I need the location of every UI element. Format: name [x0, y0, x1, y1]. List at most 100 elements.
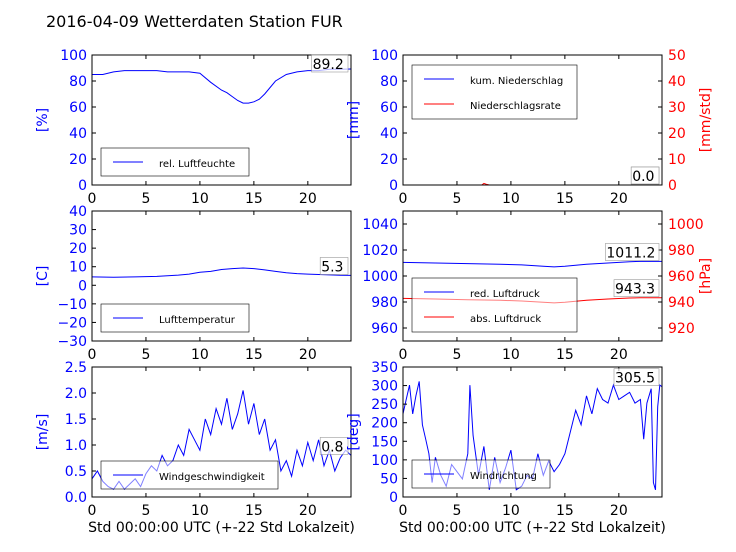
y-axis-label: [%]: [35, 108, 51, 132]
legend-label: Niederschlagsrate: [470, 101, 561, 112]
y-tick-label: 1020: [362, 243, 398, 259]
x-tick-label: 10: [191, 191, 209, 207]
x-tick-label: 0: [88, 191, 97, 207]
x-tick-label: 0: [399, 347, 408, 363]
y-tick-label: 100: [371, 48, 398, 64]
y-tick-label: 0.0: [65, 490, 87, 506]
plot-frame-windspeed: [91, 366, 352, 498]
plot-frame-winddirection: [402, 366, 663, 498]
x-axis-label: Std 00:00:00 UTC (+-22 Std Lokalzeit): [88, 520, 355, 536]
y-tick-label: 200: [371, 416, 398, 432]
y-tick-label: −20: [57, 315, 87, 331]
y2-tick-label: 920: [668, 321, 695, 337]
plot-frame-temperature: [91, 210, 352, 342]
y-tick-label: −30: [57, 334, 87, 350]
x-tick-label: 15: [245, 191, 263, 207]
y-tick-label: 0: [78, 178, 87, 194]
y2-tick-label: 940: [668, 295, 695, 311]
x-tick-label: 15: [556, 503, 574, 519]
x-tick-label: 20: [299, 347, 317, 363]
y2-tick-label: 960: [668, 269, 695, 285]
x-tick-label: 0: [88, 503, 97, 519]
x-tick-label: 15: [245, 503, 263, 519]
y-axis-label: [m/s]: [35, 414, 51, 451]
y-tick-label: 0: [78, 278, 87, 294]
y-tick-label: 1000: [362, 269, 398, 285]
x-tick-label: 5: [141, 347, 150, 363]
y-tick-label: 30: [69, 223, 87, 239]
x-tick-label: 15: [556, 191, 574, 207]
series-line-temperature-0: [92, 267, 351, 278]
x-tick-label: 0: [399, 503, 408, 519]
y-tick-label: 960: [371, 321, 398, 337]
y-tick-label: 980: [371, 295, 398, 311]
x-tick-label: 5: [452, 503, 461, 519]
panel-pressure: 0 5 10 15 20 960 980 1000 1020 1040 920 940 960 980 10…: [362, 210, 714, 363]
y2-tick-label: 40: [668, 74, 686, 90]
x-tick-label: 10: [191, 347, 209, 363]
y2-axis-label: [mm/std]: [698, 88, 714, 153]
x-tick-label: 20: [610, 503, 628, 519]
last-value-label: 0.8: [321, 439, 343, 455]
legend-label: kum. Niederschlag: [470, 76, 563, 87]
last-value-label-2-box: [613, 279, 660, 298]
y-tick-label: 40: [69, 204, 87, 220]
legend-label: red. Luftdruck: [470, 289, 540, 300]
x-tick-label: 10: [191, 503, 209, 519]
y-tick-label: 80: [69, 74, 87, 90]
y2-axis-label: [hPa]: [698, 258, 714, 294]
y-axis-label: [C]: [35, 266, 51, 287]
y-tick-label: −10: [57, 297, 87, 313]
y-tick-label: 2.5: [65, 360, 87, 376]
panel-humidity: 0 5 10 15 20 0 20 40 60 80 100 [%] 89.2 rel. Luftfeuc…: [35, 48, 352, 207]
y2-tick-label: 1000: [668, 217, 704, 233]
y-tick-label: 60: [380, 100, 398, 116]
legend-box-pressure: [411, 277, 578, 333]
y-tick-label: 10: [69, 260, 87, 276]
y-tick-label: 100: [371, 453, 398, 469]
x-tick-label: 20: [610, 191, 628, 207]
x-tick-label: 0: [399, 191, 408, 207]
x-tick-label: 10: [502, 503, 520, 519]
last-value-label: 89.2: [313, 57, 344, 73]
last-value-label: 5.3: [321, 259, 343, 275]
last-value-label-2: 943.3: [615, 282, 655, 298]
x-tick-label: 15: [245, 347, 263, 363]
y-tick-label: 50: [380, 471, 398, 487]
series-line-precipitation-1: [403, 182, 662, 185]
legend-box-precipitation: [411, 64, 578, 120]
legend-box-humidity: [100, 147, 250, 177]
x-tick-label: 5: [141, 191, 150, 207]
y-tick-label: 20: [380, 152, 398, 168]
x-tick-label: 15: [556, 347, 574, 363]
y2-tick-label: 30: [668, 100, 686, 116]
y2-tick-label: 980: [668, 243, 695, 259]
legend-label: abs. Luftdruck: [470, 314, 541, 325]
x-tick-label: 20: [299, 191, 317, 207]
y-tick-label: 1040: [362, 217, 398, 233]
y-tick-label: 1.5: [65, 412, 87, 428]
y-tick-label: 300: [371, 379, 398, 395]
y2-tick-label: 10: [668, 152, 686, 168]
plot-frame-precipitation: [402, 54, 663, 186]
x-tick-label: 5: [452, 191, 461, 207]
x-tick-label: 5: [141, 503, 150, 519]
figure-title: 2016-04-09 Wetterdaten Station FUR: [46, 12, 343, 31]
y2-tick-label: 0: [668, 178, 677, 194]
last-value-label-box: [613, 368, 660, 386]
y-tick-label: 0: [389, 490, 398, 506]
y-axis-label: [deg]: [346, 413, 362, 450]
last-value-label-2: 0.0: [632, 169, 654, 185]
last-value-label: 1011.2: [606, 245, 655, 261]
x-tick-label: 10: [502, 347, 520, 363]
x-tick-label: 10: [502, 191, 520, 207]
y-axis-label: [mm]: [346, 101, 362, 139]
panel-windspeed: 0 5 10 15 20 0.0 0.5 1.0 1.5 2.0 2.5 [m/s] Std 00:00…: [35, 360, 355, 536]
y-tick-label: 0: [389, 178, 398, 194]
legend-label: Windrichtung: [470, 471, 537, 482]
y-tick-label: 20: [69, 152, 87, 168]
y-tick-label: 1.0: [65, 438, 87, 454]
x-tick-label: 5: [452, 347, 461, 363]
